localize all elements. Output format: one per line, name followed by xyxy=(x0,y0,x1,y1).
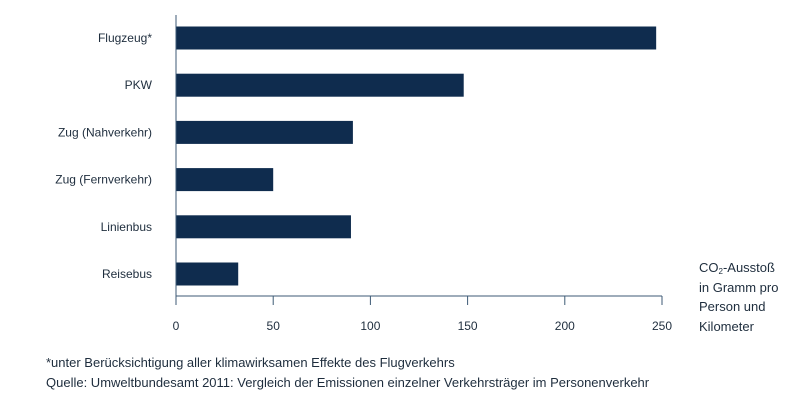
footnote: *unter Berücksichtigung aller klimawirks… xyxy=(46,355,455,370)
category-label: Reisebus xyxy=(102,267,152,281)
category-label: Zug (Nahverkehr) xyxy=(58,125,152,139)
category-label: Flugzeug* xyxy=(98,31,152,45)
bars-group xyxy=(176,26,657,286)
x-tick-label: 200 xyxy=(555,319,575,333)
bar-2 xyxy=(176,120,353,144)
bar-0 xyxy=(176,26,657,50)
category-label: Zug (Fernverkehr) xyxy=(55,173,152,187)
x-tick-label: 50 xyxy=(267,319,281,333)
category-label: PKW xyxy=(125,78,153,92)
category-label: Linienbus xyxy=(101,220,152,234)
x-tick-label: 150 xyxy=(458,319,478,333)
bar-4 xyxy=(176,215,351,239)
x-tick-label: 0 xyxy=(173,319,180,333)
bar-1 xyxy=(176,73,464,97)
x-tick-label: 250 xyxy=(652,319,672,333)
source-note: Quelle: Umweltbundesamt 2011: Vergleich … xyxy=(46,375,650,390)
category-labels: Flugzeug* PKW Zug (Nahverkehr) Zug (Fernver… xyxy=(55,31,152,281)
x-axis-ticks: 0 50 100 150 200 250 xyxy=(173,296,672,333)
bar-5 xyxy=(176,262,239,286)
x-tick-label: 100 xyxy=(360,319,380,333)
x-axis-title: CO2-Ausstoß in Gramm pro Person und Kilo… xyxy=(699,260,779,334)
bar-3 xyxy=(176,168,274,192)
bar-chart: Flugzeug* PKW Zug (Nahverkehr) Zug (Fernver… xyxy=(55,15,672,333)
